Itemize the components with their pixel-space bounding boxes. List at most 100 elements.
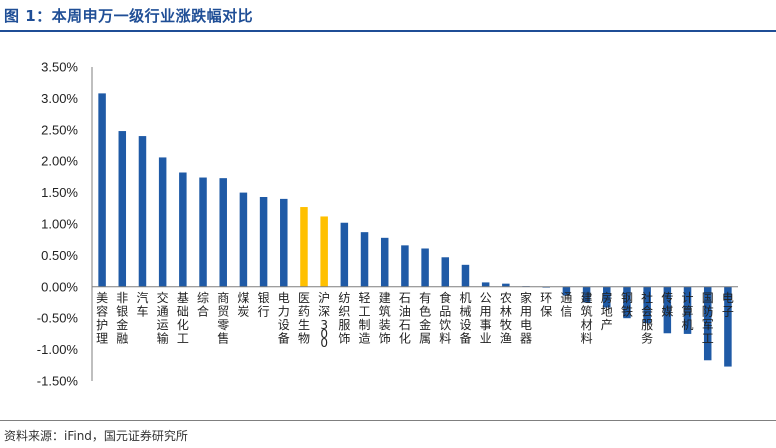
- source-note: 资料来源：iFind，国元证券研究所: [4, 429, 188, 443]
- category-label-char: 有: [419, 291, 431, 305]
- category-label-char: 石: [399, 291, 411, 305]
- category-label-char: 保: [540, 304, 552, 318]
- bar: [340, 222, 349, 287]
- y-tick-label: 0.50%: [41, 248, 78, 263]
- category-label-char: 美: [96, 291, 108, 305]
- bar: [280, 198, 288, 287]
- category-label-char: 沪: [318, 291, 330, 305]
- bar: [663, 286, 672, 334]
- category-label-char: 电: [278, 291, 290, 305]
- bar: [582, 286, 591, 303]
- category-label-char: 算: [682, 303, 694, 318]
- category-label-char: 电: [722, 291, 734, 305]
- category-label-char: 3: [320, 318, 328, 332]
- category-label-char: 属: [419, 331, 431, 345]
- bar: [259, 197, 268, 287]
- category-label-char: 化: [177, 318, 189, 332]
- category-label-char: 生: [298, 318, 310, 332]
- bar: [380, 237, 389, 287]
- category-label-char: 渔: [500, 331, 512, 345]
- category-label-char: 饮: [439, 318, 451, 332]
- category-label-char: 交: [157, 290, 169, 305]
- bottom-rule: [0, 420, 776, 421]
- bar: [219, 178, 227, 287]
- category-label-char: 设: [459, 318, 471, 332]
- category-label-char: 商: [217, 290, 229, 305]
- category-label-char: 信: [560, 304, 572, 318]
- category-label-char: 国: [702, 291, 714, 305]
- bar: [320, 216, 328, 287]
- bar: [603, 286, 611, 308]
- category-label-char: 色: [419, 304, 431, 318]
- y-tick-label: 3.00%: [41, 91, 78, 106]
- category-label-char: 务: [641, 330, 653, 345]
- category-label-char: 备: [459, 331, 471, 345]
- title-rule: [0, 30, 776, 32]
- category-label-char: 农: [500, 291, 512, 305]
- category-label-char: 融: [116, 331, 128, 345]
- category-label-char: 军: [702, 318, 714, 332]
- category-label-char: 售: [217, 330, 229, 345]
- y-tick-label: 2.50%: [41, 122, 78, 137]
- category-label-char: 饰: [338, 331, 350, 345]
- category-label-char: 公: [480, 291, 492, 305]
- category-label-char: 零: [217, 318, 229, 332]
- category-label-char: 社: [641, 290, 653, 305]
- category-label-char: 传: [661, 290, 673, 305]
- category-label-char: 材: [581, 318, 593, 332]
- category-label-char: 房: [601, 290, 613, 305]
- category-label-char: 钢: [621, 291, 633, 305]
- category-label-char: 饰: [379, 331, 391, 345]
- category-label-char: 用: [520, 304, 532, 318]
- category-label-char: 服: [641, 318, 653, 332]
- y-tick-label: -1.50%: [37, 374, 79, 389]
- category-label-char: 油: [399, 304, 411, 318]
- category-label-char: 医: [298, 291, 310, 305]
- category-label-char: 输: [157, 330, 169, 345]
- bar: [481, 282, 490, 287]
- bar: [461, 264, 470, 287]
- category-label-char: 筑: [379, 303, 391, 318]
- bar: [623, 286, 631, 319]
- y-tick-label: 2.00%: [41, 154, 78, 169]
- category-label-char: 础: [177, 304, 189, 318]
- category-label-char: 子: [722, 304, 734, 318]
- category-label-char: 煤: [237, 291, 249, 305]
- bar: [683, 286, 692, 334]
- category-label-char: 产: [601, 318, 613, 332]
- category-label-char: 药: [298, 304, 310, 318]
- bar: [562, 286, 571, 296]
- bar: [724, 286, 732, 367]
- category-label-char: 林: [500, 304, 512, 318]
- category-label-char: 机: [682, 318, 694, 332]
- category-label-char: 工: [702, 331, 714, 345]
- category-label-char: 车: [136, 303, 148, 318]
- category-label-char: 银: [116, 304, 128, 318]
- category-label-char: 工: [177, 331, 189, 345]
- category-label-char: 行: [258, 304, 270, 318]
- bar: [98, 93, 106, 287]
- category-label-char: 汽: [136, 290, 148, 305]
- category-label-char: 0: [320, 327, 328, 341]
- category-label-char: 建: [581, 291, 593, 305]
- category-label-char: 地: [601, 304, 613, 318]
- category-label-char: 织: [338, 304, 350, 318]
- category-label-char: 基: [177, 291, 189, 305]
- y-tick-label: -1.00%: [37, 342, 79, 357]
- category-label-char: 家: [520, 290, 532, 305]
- category-label-char: 物: [298, 331, 310, 345]
- category-label-char: 业: [480, 331, 492, 345]
- bar: [158, 157, 167, 287]
- category-label-char: 电: [520, 318, 532, 332]
- category-label-char: 环: [540, 291, 552, 305]
- bar: [300, 207, 308, 287]
- bar-chart: 3.50% 3.00% 2.50% 2.00% 1.50% 1.00% 0.50% 0.00%…: [37, 60, 738, 389]
- category-label-char: 0: [320, 336, 328, 350]
- category-label-char: 护: [96, 318, 108, 332]
- bar: [441, 257, 450, 287]
- category-label-char: 通: [157, 304, 169, 318]
- category-label-char: 计: [682, 291, 694, 305]
- bar: [643, 286, 651, 324]
- category-label-char: 合: [197, 303, 209, 318]
- category-label-char: 非: [116, 291, 128, 305]
